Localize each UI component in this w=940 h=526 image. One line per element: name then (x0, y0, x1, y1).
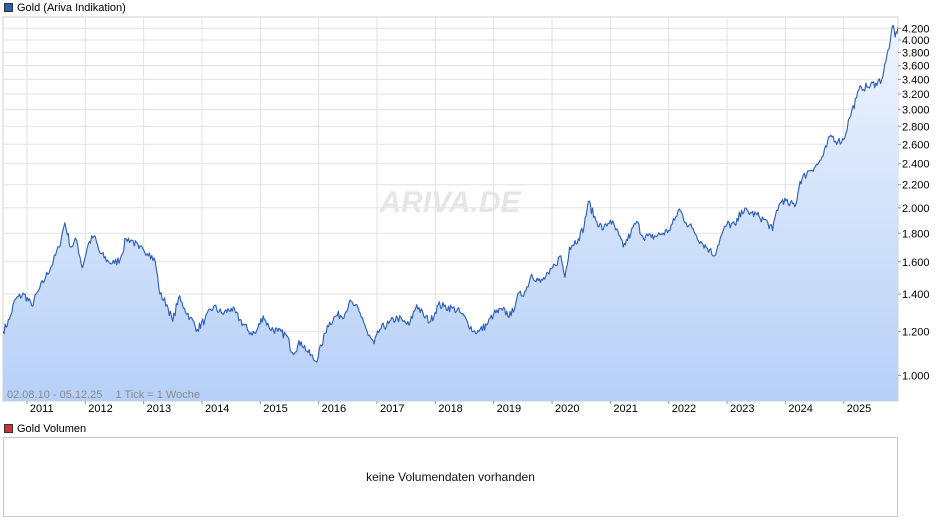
volume-legend-swatch (4, 424, 13, 433)
volume-legend: Gold Volumen (4, 422, 86, 435)
price-area (3, 25, 898, 401)
volume-legend-label: Gold Volumen (17, 422, 87, 435)
x-tick-label: 2012 (88, 403, 112, 415)
y-tick-label: 2.200 (902, 180, 930, 192)
y-tick-label: 3.000 (902, 105, 930, 117)
x-tick-label: 2015 (263, 403, 287, 415)
tick-info: 1 Tick = 1 Woche (115, 389, 199, 401)
y-tick-label: 1.600 (902, 257, 930, 269)
price-legend-label: Gold (Ariva Indikation) (17, 1, 126, 14)
y-tick-label: 1.200 (902, 326, 930, 338)
volume-empty-message: keine Volumendaten vorhanden (366, 470, 535, 484)
y-tick-label: 2.600 (902, 139, 930, 151)
x-tick-label: 2016 (322, 403, 346, 415)
x-tick-label: 2022 (672, 403, 696, 415)
x-tick-label: 2013 (147, 403, 171, 415)
y-tick-label: 1.000 (902, 371, 930, 383)
x-tick-label: 2024 (788, 403, 812, 415)
x-tick-label: 2017 (380, 403, 404, 415)
y-tick-label: 2.800 (902, 121, 930, 133)
y-tick-label: 3.800 (902, 47, 930, 59)
y-tick-label: 2.400 (902, 159, 930, 171)
price-legend-swatch (4, 3, 13, 12)
x-tick-label: 2020 (555, 403, 579, 415)
y-tick-label: 3.600 (902, 61, 930, 73)
y-tick-label: 2.000 (902, 203, 930, 215)
price-legend: Gold (Ariva Indikation) (4, 1, 126, 14)
period-range: 02.08.10 - 05.12.25 (7, 389, 102, 401)
price-chart: ARIVA.DE 1.000 1.200 1.400 1.600 1.800 2.000 2… (2, 16, 930, 415)
y-tick-label: 1.800 (902, 228, 930, 240)
x-tick-label: 2023 (730, 403, 754, 415)
x-tick-label: 2018 (438, 403, 462, 415)
y-tick-label: 1.400 (902, 289, 930, 301)
price-line (3, 24, 898, 363)
watermark: ARIVA.DE (378, 186, 521, 219)
x-tick-label: 2019 (497, 403, 521, 415)
x-tick-label: 2021 (613, 403, 637, 415)
x-tick-label: 2011 (30, 403, 54, 415)
y-tick-label: 4.200 (902, 23, 930, 35)
y-tick-label: 4.000 (902, 35, 930, 47)
x-tick-label: 2025 (847, 403, 871, 415)
x-tick-label: 2014 (205, 403, 229, 415)
volume-panel: keine Volumendaten vorhanden (3, 437, 898, 517)
y-tick-label: 3.400 (902, 74, 930, 86)
y-tick-label: 3.200 (902, 89, 930, 101)
period-label: 02.08.10 - 05.12.25 1 Tick = 1 Woche (7, 389, 200, 401)
